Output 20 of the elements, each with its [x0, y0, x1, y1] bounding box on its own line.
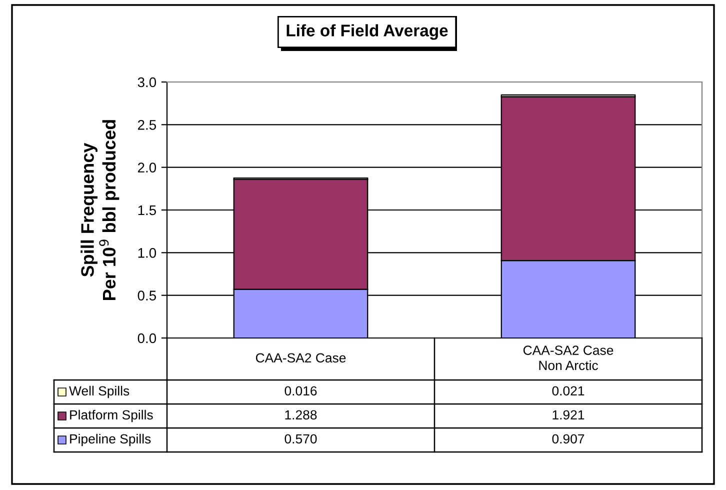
data-label: 0.016 [284, 386, 317, 396]
y-tick-label: 1.0 [138, 248, 156, 258]
y-tick-label: 0.0 [138, 333, 156, 344]
data-label: 0.570 [284, 434, 317, 444]
y-tick-label: 2.5 [138, 120, 156, 130]
data-label: 1.288 [285, 410, 317, 420]
y-tick-label: 2.0 [138, 162, 156, 173]
legend-label: Well Spills [69, 386, 130, 398]
data-label: 0.021 [552, 386, 584, 396]
data-label: 0.907 [552, 434, 584, 444]
legend-label: Pipeline Spills [70, 434, 151, 446]
data-label: 1.921 [552, 410, 584, 420]
legend-label: Platform Spills [70, 410, 153, 422]
x-tick-label: CAA-SA2 Case Non Arctic [523, 346, 614, 370]
y-tick-label: 0.5 [138, 290, 156, 301]
y-tick-label: 1.5 [138, 205, 156, 216]
y-axis-title: Spill Frequency Per 10$^{9}$ bbl produced [80, 120, 120, 300]
chart-title: Life of Field Average [286, 24, 448, 40]
y-tick-label: 3.0 [138, 77, 156, 88]
x-tick-label: CAA-SA2 Case [256, 353, 346, 363]
